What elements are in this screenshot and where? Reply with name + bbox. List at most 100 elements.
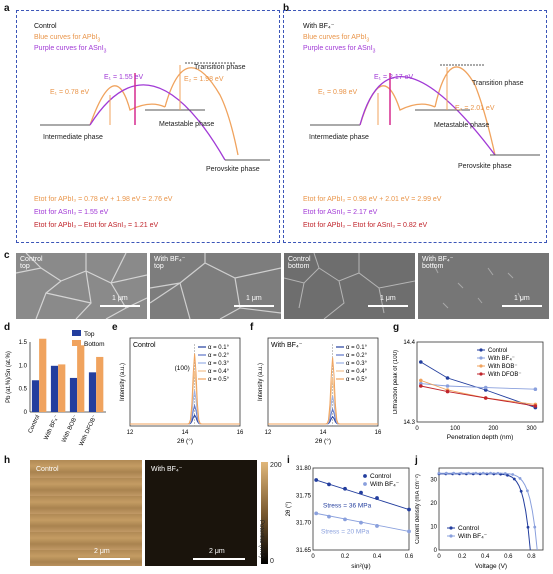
- data-point: [437, 471, 441, 475]
- data-point: [445, 389, 450, 394]
- data-point: [526, 525, 530, 529]
- y-tick-label: 0: [24, 410, 28, 416]
- legend-marker: [479, 372, 483, 376]
- colorbar-label: Potential (mV): [258, 520, 264, 559]
- panel-a-legend-purple: Purple curves for ASnI3: [34, 45, 107, 55]
- y-tick-label: 0.5: [19, 387, 28, 393]
- sem-label-bf4-top: With BF₄⁻ top: [154, 256, 186, 271]
- chart-f: 12 14 16 2θ (°) Intensity (a.u.) With BF₄⁻ α =…: [258, 337, 382, 445]
- series-line: [268, 395, 378, 425]
- colorbar-min: 0: [270, 558, 274, 565]
- legend-label: α = 0.4°: [208, 369, 230, 375]
- y-axis-label: Current density (mA cm⁻²): [415, 474, 421, 544]
- legend-label: α = 0.1°: [208, 345, 230, 351]
- data-point: [511, 473, 515, 476]
- x-tick-label: With BF₄⁻: [43, 414, 60, 441]
- legend-marker: [363, 482, 367, 486]
- data-point: [483, 385, 488, 390]
- legend-label: α = 0.5°: [346, 377, 368, 383]
- data-point: [519, 489, 523, 493]
- colorbar: [261, 462, 268, 564]
- data-point: [375, 524, 379, 528]
- plot-frame: [438, 467, 544, 551]
- y-tick-label: 1.5: [19, 340, 28, 346]
- data-point: [444, 471, 448, 475]
- scale-bar: [193, 558, 245, 560]
- data-point: [419, 378, 423, 383]
- y-tick-label: 20: [430, 501, 437, 507]
- plot-frame: [267, 337, 379, 427]
- series-line: [130, 414, 240, 425]
- scale-bar-label: 1 μm: [380, 295, 396, 302]
- panel-b-intermediate: Intermediate phase: [309, 134, 369, 141]
- legend-label: Top: [84, 331, 95, 338]
- data-point: [512, 477, 516, 481]
- chart-d: 0 0.5 1.0 1.5 Control With BF₄⁻ With BOB⁻ With …: [6, 330, 106, 447]
- series-line: [420, 385, 536, 407]
- panel-label-d: d: [4, 322, 11, 333]
- scale-bar-label: 1 μm: [112, 295, 128, 302]
- panel-b-metastable: Metastable phase: [434, 122, 490, 129]
- panel-label-h: h: [4, 455, 11, 466]
- series-line: [268, 357, 378, 425]
- panel-a-transition: Transition phase: [194, 64, 246, 71]
- data-point: [489, 471, 492, 475]
- y-tick-label: 10: [430, 525, 437, 531]
- x-tick-label: 0: [311, 554, 315, 560]
- legend-marker: [479, 348, 483, 352]
- chart-title: Control: [133, 342, 156, 349]
- data-point: [459, 471, 463, 475]
- panel-label-a: a: [4, 3, 10, 14]
- panel-b-frame: [283, 10, 547, 243]
- series-line: [268, 378, 378, 425]
- x-axis-label: sin²(ψ): [351, 563, 370, 570]
- data-point: [314, 511, 319, 516]
- panel-a-etot-line1: Etot for APbI₃ = 0.78 eV + 1.98 eV = 2.7…: [34, 196, 173, 203]
- legend-marker: [479, 364, 483, 368]
- legend-label: With BF₄⁻: [370, 481, 400, 488]
- bar: [69, 377, 78, 412]
- panel-b-etot-line1: Etot for APbI₃ = 0.98 eV + 2.01 eV = 2.9…: [303, 196, 442, 203]
- sem-image-bf4-bottom: With BF₄⁻ bottom 1 μm: [418, 253, 549, 319]
- legend-swatch: [72, 340, 81, 346]
- scale-bar: [368, 305, 408, 307]
- plot-frame: [129, 337, 241, 427]
- data-point: [506, 473, 509, 477]
- legend-label: α = 0.3°: [346, 361, 368, 367]
- scale-bar: [78, 558, 130, 560]
- x-tick-label: With BOB⁻: [61, 414, 79, 443]
- data-point: [314, 478, 319, 482]
- y-axis-label: Intensity (a.u.): [258, 363, 264, 401]
- panel-b-e1: E₁ = 2.17 eV: [374, 74, 414, 81]
- y-tick-label: 14.4: [403, 340, 415, 346]
- chart-j: 0 0.2 0.4 0.6 0.8 0 10 20 30 Voltage (V) Current d…: [415, 467, 544, 570]
- series-line: [130, 390, 240, 425]
- series-line: [268, 415, 378, 425]
- y-tick-label: 31.75: [296, 493, 312, 499]
- data-point: [496, 471, 500, 475]
- legend-swatch: [72, 330, 81, 336]
- data-point: [327, 482, 331, 487]
- y-axis-label: 2θ (°): [286, 502, 292, 517]
- panel-b-title: With BF₄⁻: [303, 23, 335, 30]
- x-tick-label: Control: [28, 414, 42, 434]
- colorbar-max: 200: [270, 462, 282, 469]
- kpfm-map-bf4: With BF₄⁻ 2 μm: [145, 460, 257, 566]
- panel-b-legend-blue: Blue curves for APbI3: [303, 34, 370, 44]
- x-axis-label: Penetration depth (nm): [447, 434, 513, 441]
- y-tick-label: 1.0: [19, 363, 28, 369]
- x-tick-label: 14: [182, 430, 189, 436]
- x-tick-label: 300: [527, 426, 538, 432]
- legend-marker: [449, 526, 453, 530]
- data-point: [533, 525, 537, 529]
- legend-label: With DFOB⁻: [488, 372, 522, 378]
- data-point: [483, 396, 488, 400]
- legend-label: Control: [488, 348, 507, 354]
- scale-bar-label: 2 μm: [94, 548, 110, 555]
- chart-title: With BF₄⁻: [271, 342, 303, 349]
- panel-b-e1-orange: E₁ = 0.98 eV: [318, 89, 358, 96]
- panel-a-purple-curve: [89, 84, 226, 161]
- x-tick-label: 16: [375, 430, 382, 436]
- kpfm-map-control: Control 2 μm: [30, 460, 142, 566]
- scale-bar: [502, 305, 542, 307]
